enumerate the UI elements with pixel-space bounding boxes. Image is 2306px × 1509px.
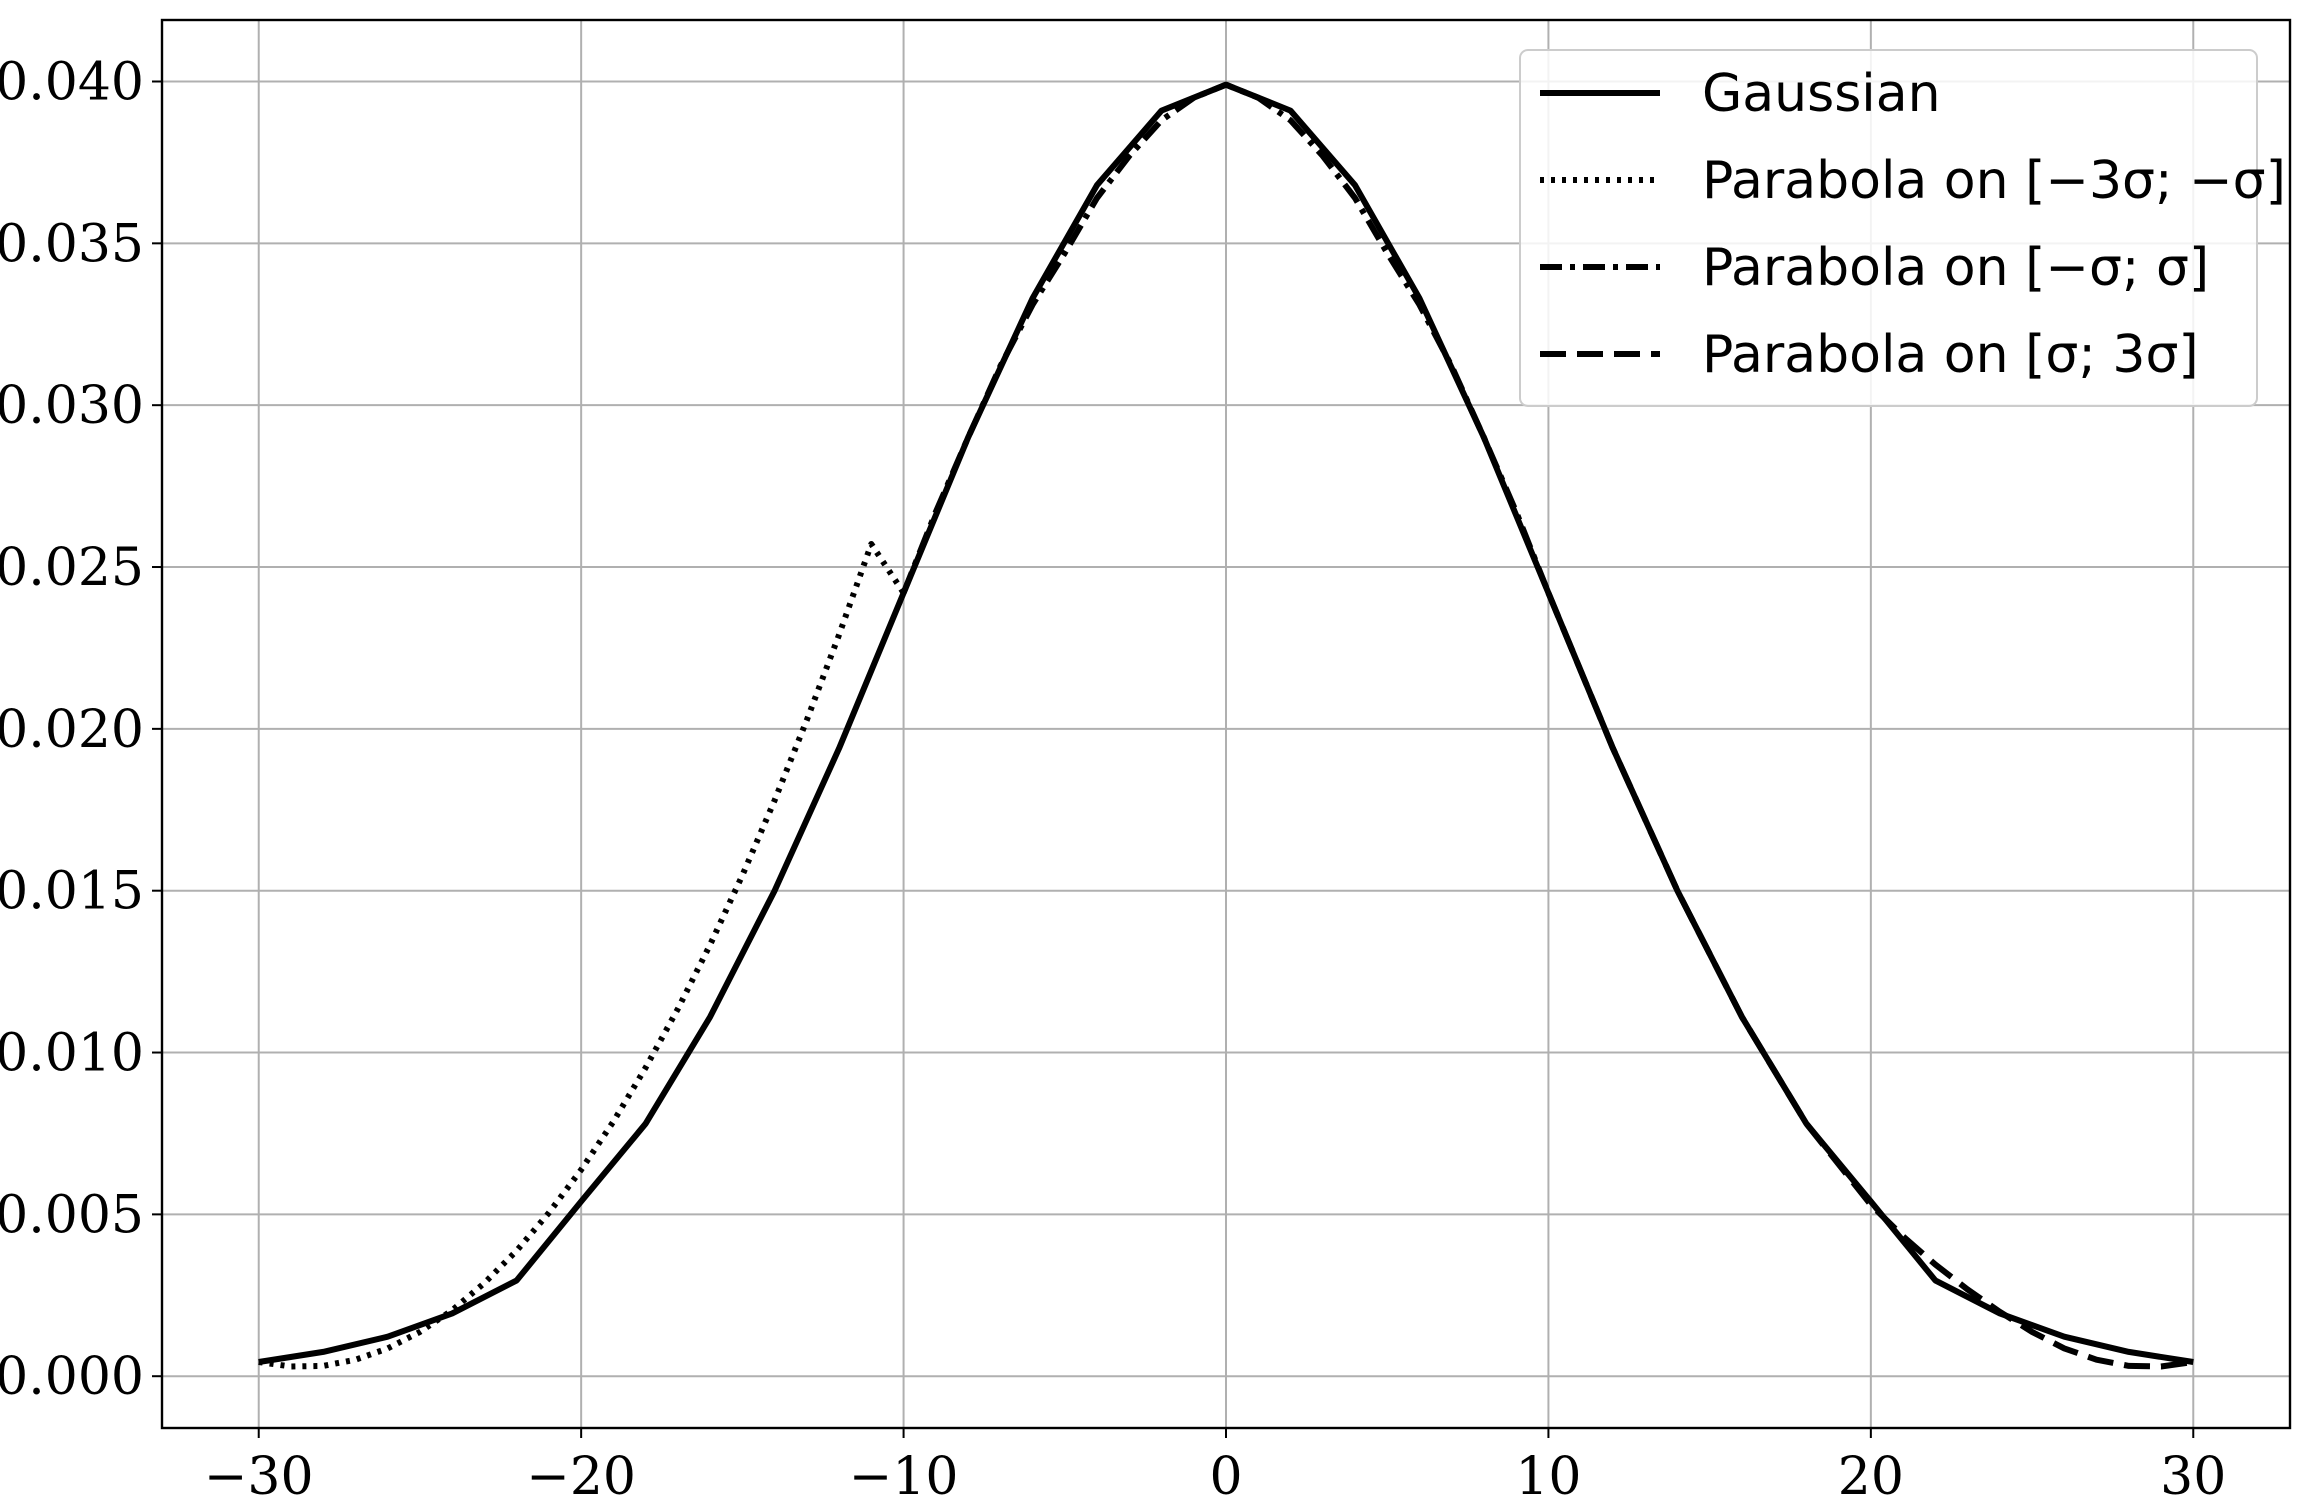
legend-label: Parabola on [−3σ; −σ]	[1702, 151, 2286, 211]
series-line-dotted	[258, 541, 907, 1370]
plot-lines	[258, 81, 2194, 1370]
x-tick-label: 20	[1838, 1447, 1904, 1507]
y-tick-label: 0.020	[0, 700, 144, 760]
legend-label: Gaussian	[1702, 64, 1941, 124]
x-tick-label: −30	[204, 1447, 314, 1507]
y-tick-label: 0.015	[0, 862, 144, 922]
x-tick-label: 10	[1515, 1447, 1581, 1507]
grid	[162, 20, 2290, 1428]
legend-box	[1519, 49, 2258, 407]
y-tick-label: 0.040	[0, 52, 144, 112]
x-tick-label: −10	[849, 1447, 959, 1507]
y-tick-label: 0.010	[0, 1024, 144, 1084]
y-tick-label: 0.005	[0, 1185, 144, 1245]
y-tick-label: 0.030	[0, 376, 144, 436]
x-tick-label: 30	[2160, 1447, 2226, 1507]
x-tick-label: −20	[526, 1447, 636, 1507]
y-tick-label: 0.025	[0, 538, 144, 598]
x-tick-label: 0	[1209, 1447, 1242, 1507]
y-tick-label: 0.000	[0, 1347, 144, 1407]
legend-label: Parabola on [σ; 3σ]	[1702, 325, 2199, 385]
y-tick-label: 0.035	[0, 214, 144, 274]
series-line-dashdot	[900, 81, 1552, 595]
ticks: −30 −20 −10 0 10 20 30 0.000 0.005 0.010 0.015 0.02…	[0, 52, 2226, 1507]
series-line-dashed	[1545, 591, 2194, 1370]
legend: Gaussian Parabola on [−3σ; −σ] Parabola on…	[1519, 49, 2286, 407]
legend-label: Parabola on [−σ; σ]	[1702, 238, 2209, 298]
